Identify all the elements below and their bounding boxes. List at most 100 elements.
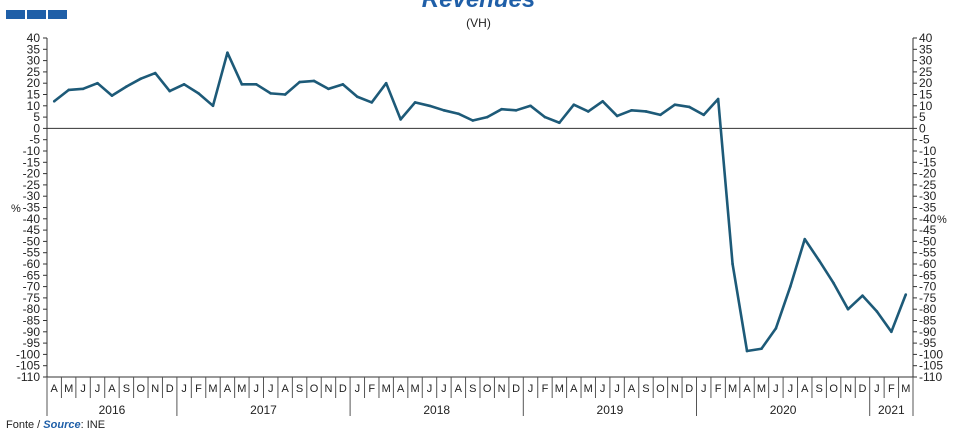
x-month-label: A (224, 383, 232, 395)
y-tick-label-right: -45 (919, 223, 937, 237)
data-point (500, 107, 503, 111)
x-month-label: J (701, 383, 707, 395)
x-month-label: S (469, 383, 476, 395)
data-point (298, 80, 301, 84)
data-point (197, 92, 200, 95)
y-tick-label-right: -85 (919, 314, 937, 328)
x-year-label: 2021 (878, 403, 905, 417)
x-month-label: M (410, 383, 419, 395)
y-tick-label-right: -20 (919, 167, 937, 181)
y-tick-label-right: -80 (919, 302, 937, 316)
y-tick-label-left: -85 (23, 314, 41, 328)
y-tick-label-right: -110 (919, 370, 942, 384)
y-tick-label-right: -70 (919, 280, 937, 294)
x-month-label: A (801, 383, 809, 395)
data-point (399, 118, 402, 121)
data-point (139, 77, 143, 80)
data-point (687, 105, 691, 109)
x-month-label: S (816, 383, 823, 395)
data-point (586, 110, 590, 113)
x-month-label: J (600, 383, 606, 395)
y-tick-label-left: 20 (27, 76, 41, 90)
x-month-label: S (123, 383, 130, 395)
y-tick-label-left: -80 (23, 302, 41, 316)
data-point (182, 83, 186, 86)
x-month-label: F (715, 383, 722, 395)
y-tick-label-left: -20 (23, 167, 41, 181)
x-month-label: J (254, 383, 260, 395)
data-point (904, 293, 908, 296)
y-tick-label-right: -55 (919, 246, 937, 260)
x-month-label: O (137, 383, 146, 395)
x-month-label: J (80, 383, 86, 395)
data-point (615, 114, 619, 118)
data-point (832, 281, 835, 285)
x-month-label: D (859, 383, 867, 395)
x-month-label: A (743, 383, 751, 395)
x-year-label: 2017 (250, 403, 277, 417)
data-point (861, 294, 864, 297)
x-month-label: A (455, 383, 463, 395)
data-point (428, 104, 431, 108)
x-month-label: J (355, 383, 361, 395)
y-tick-label-left: -70 (23, 280, 41, 294)
y-axis-label-right: % (937, 214, 947, 226)
y-tick-label-left: 30 (27, 54, 41, 68)
data-point (745, 349, 749, 353)
data-point (168, 89, 171, 93)
data-point (875, 310, 879, 313)
y-tick-label-left: -50 (23, 234, 41, 248)
x-month-label: D (685, 383, 693, 395)
y-tick-label-right: -10 (919, 144, 937, 158)
x-month-label: J (773, 383, 779, 395)
y-tick-label-right: 40 (919, 31, 933, 45)
data-point (442, 109, 446, 112)
x-month-label: O (310, 383, 319, 395)
data-point (370, 101, 374, 104)
data-point (457, 112, 460, 116)
y-tick-label-right: 10 (919, 99, 933, 113)
y-tick-label-left: -30 (23, 189, 41, 203)
data-point (803, 237, 807, 241)
y-tick-label-left: 40 (27, 31, 41, 45)
data-point (153, 71, 157, 75)
data-point (125, 85, 128, 88)
y-tick-label-right: -5 (919, 133, 930, 147)
x-year-label: 2016 (99, 403, 126, 417)
x-month-label: A (570, 383, 578, 395)
y-tick-label-right: -105 (919, 359, 943, 373)
data-point (341, 83, 345, 86)
y-tick-label-left: 25 (27, 65, 41, 79)
data-point (269, 92, 273, 95)
y-tick-label-left: -105 (16, 359, 40, 373)
x-month-label: J (788, 383, 794, 395)
y-tick-label-right: -100 (919, 347, 943, 361)
data-point (731, 262, 734, 266)
y-tick-label-right: -75 (919, 291, 937, 305)
data-point (110, 94, 114, 97)
y-tick-label-left: -25 (23, 178, 41, 192)
y-tick-label-right: 25 (919, 65, 933, 79)
x-month-label: D (512, 383, 520, 395)
y-tick-label-left: 35 (27, 42, 41, 56)
data-point (716, 97, 720, 101)
data-point (774, 327, 778, 330)
y-tick-label-right: 35 (919, 42, 933, 56)
y-tick-label-right: 20 (919, 76, 933, 90)
y-tick-label-right: 15 (919, 88, 933, 102)
y-tick-label-left: -55 (23, 246, 41, 260)
x-month-label: A (628, 383, 636, 395)
logo-block (27, 10, 46, 19)
data-point (543, 115, 547, 119)
data-point (254, 83, 258, 86)
x-month-label: F (368, 383, 375, 395)
data-point (630, 109, 633, 112)
x-month-label: J (427, 383, 433, 395)
data-point (789, 285, 792, 288)
y-tick-label-right: 30 (919, 54, 933, 68)
x-month-label: F (888, 383, 895, 395)
data-point (356, 95, 359, 99)
y-tick-label-left: -45 (23, 223, 41, 237)
x-month-label: J (95, 383, 101, 395)
y-tick-label-left: -95 (23, 336, 41, 350)
